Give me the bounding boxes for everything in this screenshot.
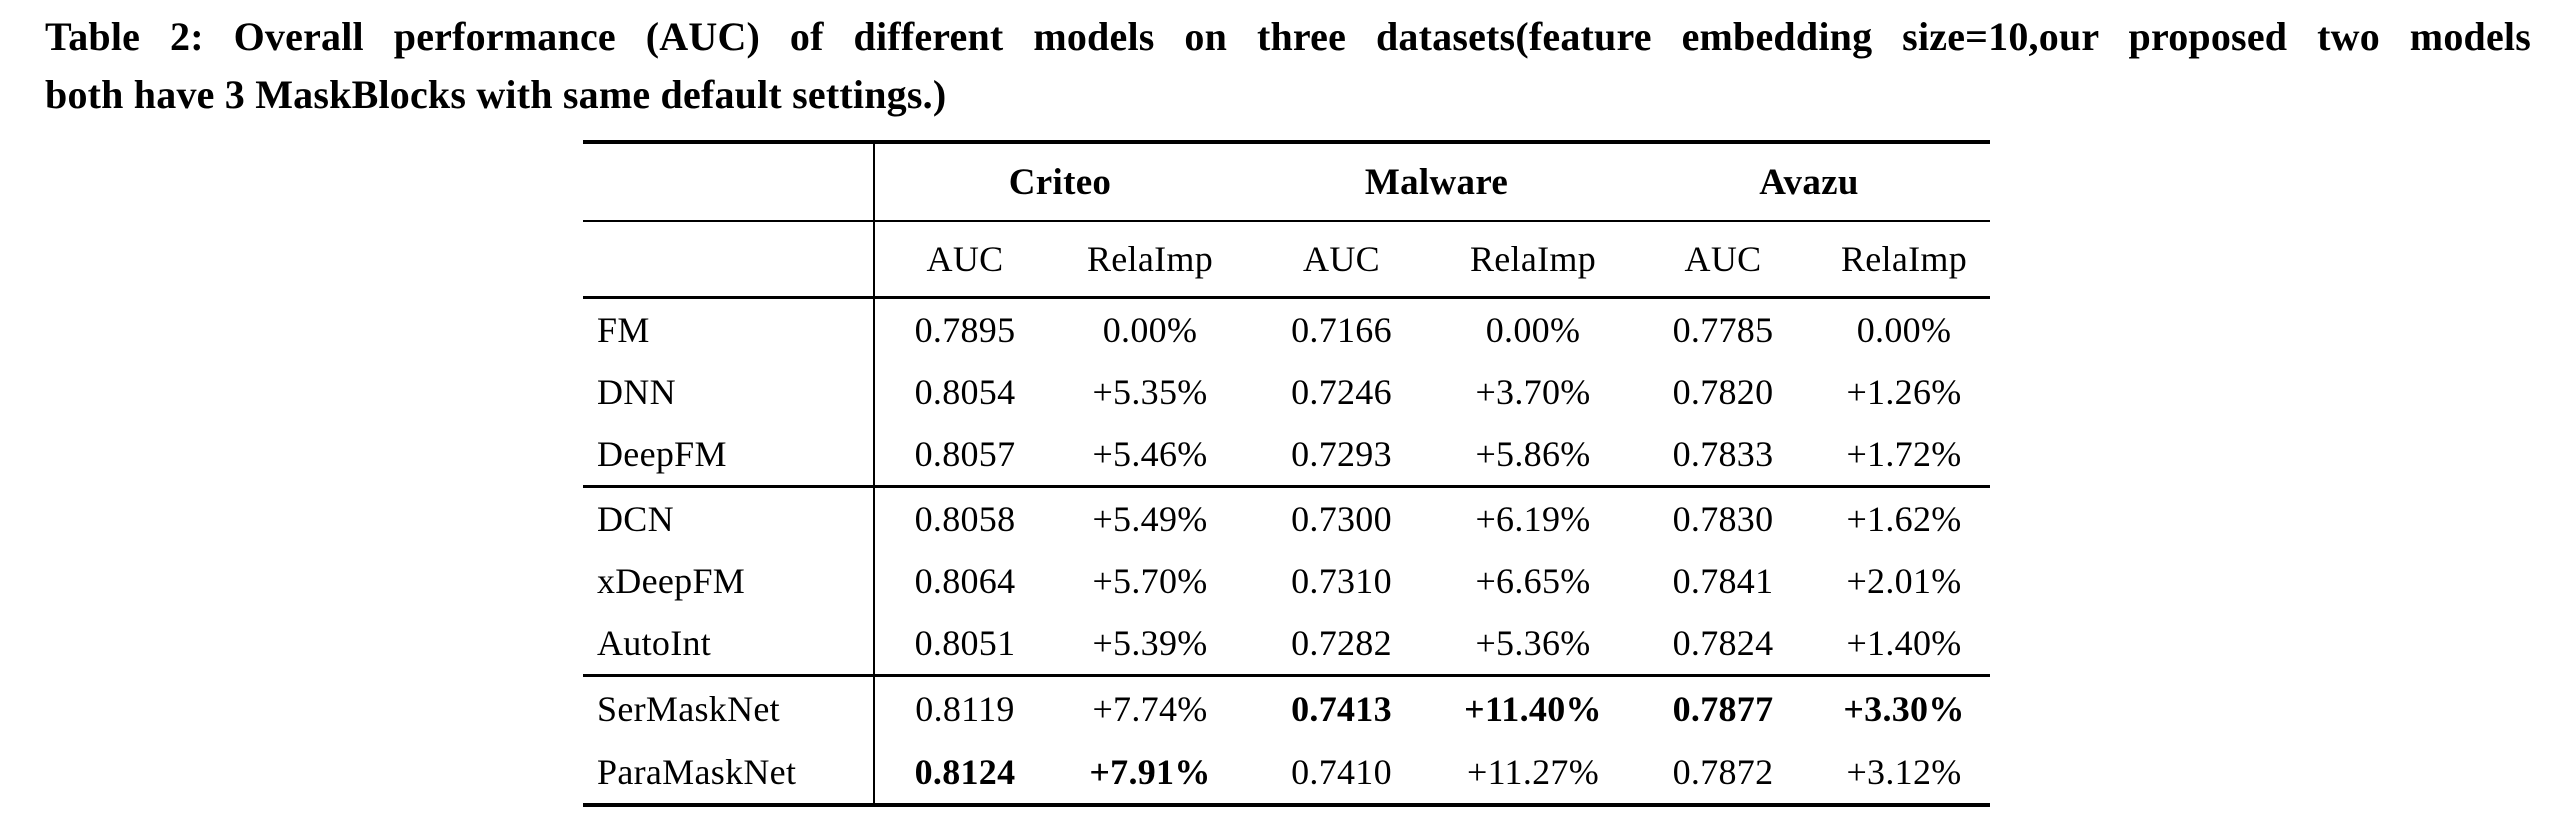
dataset-header-row: Criteo Malware Avazu (583, 144, 1990, 220)
table-row-dcn: DCN 0.8058 +5.49% 0.7300 +6.19% 0.7830 +… (583, 488, 1990, 550)
table-row-dnn: DNN 0.8054 +5.35% 0.7246 +3.70% 0.7820 +… (583, 361, 1990, 423)
table-row-fm: FM 0.7895 0.00% 0.7166 0.00% 0.7785 0.00… (583, 299, 1990, 361)
value-cell-best: 0.7413 (1291, 688, 1392, 729)
value-cell: 0.7293 (1291, 434, 1392, 474)
metric-header-auc: AUC (926, 239, 1004, 279)
value-cell: +6.19% (1475, 499, 1591, 539)
table-row-deepfm: DeepFM 0.8057 +5.46% 0.7293 +5.86% 0.783… (583, 423, 1990, 485)
value-cell: +1.40% (1846, 623, 1962, 663)
header-spacer (583, 222, 875, 296)
value-cell: 0.7300 (1291, 499, 1392, 539)
value-cell: 0.8064 (914, 561, 1016, 601)
value-cell-best: 0.8124 (914, 751, 1016, 792)
value-cell: 0.7282 (1291, 623, 1392, 663)
results-table: Criteo Malware Avazu AUC RelaImp AUC Rel… (583, 140, 1990, 807)
dataset-header-avazu: Avazu (1759, 161, 1859, 203)
value-cell: 0.8058 (914, 499, 1016, 539)
value-cell-best: 0.7877 (1672, 688, 1774, 729)
value-cell: +5.70% (1092, 561, 1208, 601)
metric-header-auc: AUC (1684, 239, 1762, 279)
value-cell: 0.7410 (1291, 751, 1392, 792)
model-name-cell: SerMaskNet (583, 677, 875, 740)
value-cell: +5.36% (1475, 623, 1591, 663)
value-cell: 0.7895 (914, 310, 1016, 350)
table-row-sermasknet: SerMaskNet 0.8119 +7.74% 0.7413 +11.40% … (583, 677, 1990, 740)
model-group-proposed: SerMaskNet 0.8119 +7.74% 0.7413 +11.40% … (583, 674, 1990, 803)
caption-line-1: Table 2: Overall performance (AUC) of di… (45, 14, 2531, 59)
model-name-cell: FM (583, 299, 875, 361)
model-name-cell: DCN (583, 488, 875, 550)
value-cell: 0.7830 (1672, 499, 1774, 539)
model-name-cell: ParaMaskNet (583, 740, 875, 803)
metric-header-relaimp: RelaImp (1469, 239, 1597, 279)
value-cell: +3.12% (1846, 751, 1962, 792)
model-name-cell: xDeepFM (583, 550, 875, 612)
value-cell: 0.7833 (1672, 434, 1774, 474)
metric-header-relaimp: RelaImp (1840, 239, 1968, 279)
value-cell: 0.00% (1485, 310, 1581, 350)
value-cell: 0.7820 (1672, 372, 1774, 412)
table-row-xdeepfm: xDeepFM 0.8064 +5.70% 0.7310 +6.65% 0.78… (583, 550, 1990, 612)
value-cell: 0.7246 (1291, 372, 1392, 412)
metric-header-row: AUC RelaImp AUC RelaImp AUC RelaImp (583, 220, 1990, 296)
value-cell-best: +11.40% (1464, 688, 1602, 729)
dataset-header-criteo: Criteo (1008, 161, 1112, 203)
value-cell: 0.7310 (1291, 561, 1392, 601)
value-cell: +5.39% (1092, 623, 1208, 663)
value-cell: +2.01% (1846, 561, 1962, 601)
value-cell: 0.7841 (1672, 561, 1774, 601)
value-cell: +5.49% (1092, 499, 1208, 539)
value-cell: +6.65% (1475, 561, 1591, 601)
value-cell-best: +3.30% (1843, 688, 1965, 729)
dataset-header-malware: Malware (1364, 161, 1509, 203)
value-cell: +5.86% (1475, 434, 1591, 474)
metric-header-auc: AUC (1303, 239, 1380, 279)
value-cell: 0.8054 (914, 372, 1016, 412)
metric-header-relaimp: RelaImp (1086, 239, 1214, 279)
value-cell: +1.62% (1846, 499, 1962, 539)
value-cell: +1.26% (1846, 372, 1962, 412)
value-cell: +5.35% (1092, 372, 1208, 412)
value-cell: 0.7872 (1672, 751, 1774, 792)
value-cell: 0.00% (1856, 310, 1952, 350)
value-cell: +1.72% (1846, 434, 1962, 474)
table-row-paramasknet: ParaMaskNet 0.8124 +7.91% 0.7410 +11.27%… (583, 740, 1990, 803)
value-cell: 0.8057 (914, 434, 1016, 474)
model-group-interaction: DCN 0.8058 +5.49% 0.7300 +6.19% 0.7830 +… (583, 485, 1990, 674)
value-cell: +7.74% (1092, 688, 1208, 729)
value-cell: +3.70% (1475, 372, 1591, 412)
model-name-cell: DNN (583, 361, 875, 423)
value-cell: 0.8119 (915, 688, 1015, 729)
model-name-cell: AutoInt (583, 612, 875, 674)
value-cell: 0.8051 (914, 623, 1016, 663)
value-cell-best: +7.91% (1089, 751, 1211, 792)
value-cell: 0.7166 (1291, 310, 1392, 350)
value-cell: +5.46% (1092, 434, 1208, 474)
value-cell: 0.00% (1102, 310, 1198, 350)
table-row-autoint: AutoInt 0.8051 +5.39% 0.7282 +5.36% 0.78… (583, 612, 1990, 674)
table-caption: Table 2: Overall performance (AUC) of di… (45, 8, 2531, 124)
value-cell: 0.7785 (1672, 310, 1774, 350)
model-group-baselines: FM 0.7895 0.00% 0.7166 0.00% 0.7785 0.00… (583, 296, 1990, 485)
value-cell: +11.27% (1466, 751, 1600, 792)
model-name-cell: DeepFM (583, 423, 875, 485)
header-spacer (583, 144, 875, 220)
value-cell: 0.7824 (1672, 623, 1774, 663)
caption-line-2: both have 3 MaskBlocks with same default… (45, 72, 947, 117)
